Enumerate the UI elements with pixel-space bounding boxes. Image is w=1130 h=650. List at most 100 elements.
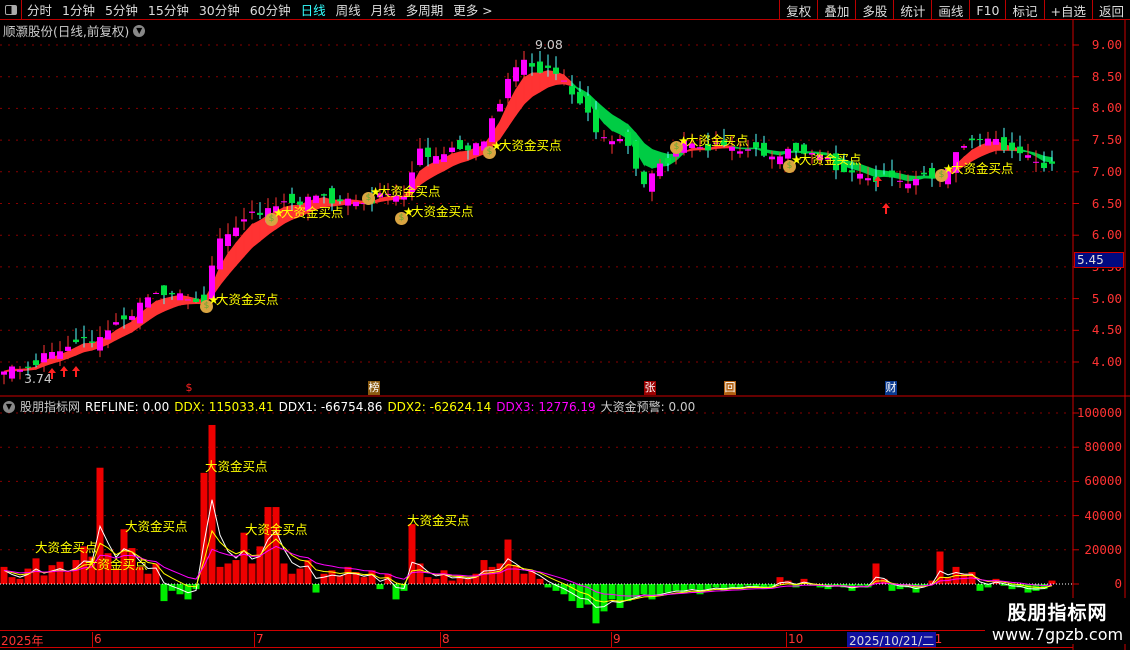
ddx-bar — [200, 472, 208, 584]
price-tick-label: 6.00 — [1091, 227, 1122, 243]
ma-band-segment — [899, 173, 909, 182]
ddx-bar — [640, 584, 648, 595]
candle-body — [1025, 155, 1031, 158]
candle-body — [1017, 146, 1023, 154]
ma-band-segment — [227, 241, 237, 277]
toolbar-button[interactable]: 画线 — [931, 0, 969, 20]
event-marker[interactable]: 张 — [644, 381, 656, 395]
ddx-bar — [104, 553, 112, 584]
toolbar-buttons: 复权 叠加 多股 统计 画线 F10 标记 +自选 返回 — [779, 0, 1130, 20]
candle-body — [425, 147, 431, 157]
ddx-bar — [872, 563, 880, 584]
up-arrow-icon — [60, 366, 68, 377]
ddx-bar — [320, 573, 328, 584]
candle-body — [793, 142, 799, 152]
ma-band-segment — [643, 142, 653, 169]
ddx-bar — [928, 580, 936, 584]
ma-band-segment — [163, 296, 173, 312]
toolbar-button[interactable]: 多股 — [855, 0, 893, 20]
ma-band-segment — [75, 342, 85, 356]
ddx-bar — [856, 584, 864, 586]
period-tab[interactable]: 更多 > — [453, 3, 493, 18]
period-tab[interactable]: 周线 — [335, 3, 361, 18]
ddx-bar — [376, 584, 384, 590]
ddx-bar — [608, 584, 616, 600]
period-tab[interactable]: 30分钟 — [198, 3, 240, 18]
ma-band-segment — [555, 71, 565, 85]
toolbar-button[interactable]: 统计 — [893, 0, 931, 20]
event-marker[interactable]: 财 — [885, 381, 897, 395]
buy-signal-label: 大资金买点 — [85, 557, 148, 572]
toolbar: 分时 1分钟 5分钟 15分钟 30分钟 60分钟 日线 周线 月线 多周期 更多 > 复权 叠加 多股… — [0, 0, 1130, 20]
period-tab[interactable]: 多周期 — [405, 3, 444, 18]
ma-band-segment — [867, 166, 877, 179]
period-tab[interactable]: 日线 — [300, 3, 326, 18]
ddx-bar — [896, 584, 904, 590]
candle-body — [1041, 162, 1047, 169]
period-tab[interactable]: 月线 — [370, 3, 396, 18]
ddx-tick-label: 80000 — [1084, 439, 1122, 455]
candle-body — [553, 67, 559, 74]
ddx-bar — [232, 560, 240, 584]
candle-body — [889, 170, 895, 178]
toolbar-button[interactable]: 复权 — [779, 0, 817, 20]
event-marker[interactable]: $ — [185, 381, 193, 394]
candle-body — [329, 188, 335, 204]
candle-body — [921, 172, 927, 175]
ddx-bar — [1016, 584, 1024, 588]
ddx-bar — [536, 578, 544, 584]
buy-signal-label: 大资金买点 — [407, 513, 470, 528]
ddx-bar — [464, 578, 472, 584]
candle-body — [537, 61, 543, 73]
event-marker[interactable]: 回 — [724, 381, 736, 395]
period-tab[interactable]: 60分钟 — [249, 3, 291, 18]
toolbar-button[interactable]: 返回 — [1091, 0, 1130, 20]
candle-body — [49, 351, 55, 359]
candle-body — [449, 147, 455, 153]
candle-body — [785, 148, 791, 159]
candle-body — [601, 137, 607, 139]
candle-body — [649, 173, 655, 192]
ddx-bar — [704, 584, 712, 590]
candle-body — [721, 140, 727, 146]
chevron-down-icon[interactable]: ▼ — [3, 400, 15, 413]
toolbar-button[interactable]: 叠加 — [817, 0, 855, 20]
candle-body — [881, 174, 887, 176]
toolbar-button[interactable]: F10 — [969, 0, 1005, 20]
candle-body — [825, 157, 831, 160]
ddx-bar — [1008, 584, 1016, 590]
ma-band-segment — [611, 113, 621, 135]
candle-body — [985, 138, 991, 146]
buy-signal-label: 大资金买点 — [499, 138, 562, 153]
star-icon: ★ — [791, 152, 803, 167]
event-marker[interactable]: 榜 — [368, 381, 380, 395]
chevron-down-icon[interactable]: ▼ — [133, 24, 146, 37]
ddx-bar — [1040, 584, 1048, 590]
candle-body — [345, 198, 351, 206]
sidebar-toggle-button[interactable] — [0, 0, 22, 20]
period-tab[interactable]: 15分钟 — [147, 3, 189, 18]
ddx1-value: DDX1: -66754.86 — [278, 399, 383, 414]
ddx-bar — [832, 584, 840, 586]
period-tab[interactable]: 5分钟 — [104, 3, 138, 18]
star-icon: ★ — [370, 184, 382, 199]
up-arrow-icon — [874, 176, 882, 187]
indicator-name[interactable]: 股朋指标网 — [20, 400, 81, 414]
toolbar-button[interactable]: 标记 — [1005, 0, 1043, 20]
candle-body — [545, 65, 551, 68]
period-tab[interactable]: 分时 — [27, 3, 53, 18]
ma-band-segment — [123, 320, 133, 337]
period-tab[interactable]: 1分钟 — [62, 3, 95, 18]
candle-body — [745, 149, 751, 151]
toolbar-button[interactable]: +自选 — [1043, 0, 1092, 20]
ddx-bar — [984, 584, 992, 588]
chart-title[interactable]: 顺灏股份(日线,前复权) ▼ — [3, 21, 146, 40]
date-label: 2025年 — [1, 634, 44, 648]
candle-body — [121, 315, 127, 320]
candle-body — [337, 199, 343, 202]
candle-body — [9, 366, 15, 379]
ma-band-segment — [115, 324, 125, 341]
candle-body — [473, 143, 479, 156]
ddx-tick-label: 0 — [1114, 576, 1122, 591]
